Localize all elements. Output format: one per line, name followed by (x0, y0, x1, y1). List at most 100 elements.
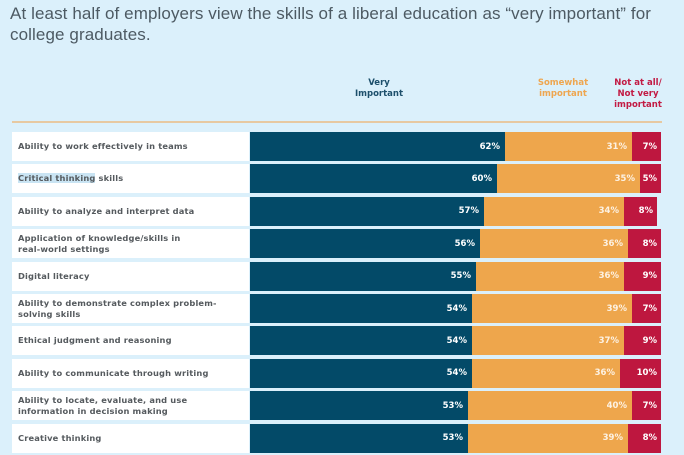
data-label: 54% (446, 368, 467, 379)
bar-row: Ability to communicate through writing 54… (12, 358, 662, 388)
category-label-line: Application of knowledge/skills in (18, 232, 181, 243)
bar-segment-some: 36% (476, 261, 624, 291)
bar-segment-not: 9% (624, 326, 661, 356)
bar-segment-some: 39% (468, 423, 628, 453)
data-label: 56% (454, 238, 475, 249)
bar-segment-very: 57% (250, 196, 484, 226)
data-label: 62% (479, 141, 500, 152)
category-label-cell: Ability to work effectively in teams (12, 132, 249, 161)
data-label: 39% (602, 433, 623, 444)
data-label: 36% (602, 238, 623, 249)
bar-row: Application of knowledge/skills in real-w… (12, 229, 662, 259)
bar-row: Ability to locate, evaluate, and use info… (12, 391, 662, 421)
data-label: 7% (642, 400, 657, 411)
bar-segment-not: 7% (632, 132, 661, 161)
category-label-cell: Critical thinking skills (12, 164, 249, 194)
bar-segment-very: 54% (250, 358, 472, 388)
legend-not-important: Not at all/ Not very important (606, 78, 670, 111)
bar-segment-some: 36% (480, 229, 628, 259)
data-label: 54% (446, 335, 467, 346)
bar-segment-very: 60% (250, 164, 497, 194)
bar-segment-some: 37% (472, 326, 624, 356)
bar-segment-some: 36% (472, 358, 620, 388)
data-label: 39% (606, 303, 627, 314)
bar-segment-some: 31% (505, 132, 632, 161)
bar-segment-not: 8% (628, 423, 661, 453)
bar-row: Digital literacy 55% 36% 9% (12, 261, 662, 291)
data-label: 36% (594, 368, 615, 379)
category-label-line: Creative thinking (18, 432, 102, 443)
data-label: 8% (642, 238, 657, 249)
category-label-line: Ability to locate, evaluate, and use (18, 394, 188, 405)
category-label-line: solving skills (18, 308, 81, 319)
category-label-line: Ability to communicate through writing (18, 367, 209, 378)
bar-segment-some: 39% (472, 294, 632, 323)
category-label: Ethical judgment and reasoning (12, 335, 172, 346)
bar-row: Ability to work effectively in teams 62% 3… (12, 132, 662, 161)
category-label-cell: Ethical judgment and reasoning (12, 326, 249, 356)
category-label-line: Digital literacy (18, 270, 90, 281)
data-label: 35% (614, 173, 635, 184)
data-label: 55% (450, 271, 471, 282)
category-label: Digital literacy (12, 271, 90, 282)
data-label: 9% (642, 271, 657, 282)
category-label-line: Ethical judgment and reasoning (18, 335, 172, 346)
category-label: Critical thinking skills (12, 173, 123, 184)
category-label: Ability to communicate through writing (12, 368, 209, 379)
bar-segment-very: 53% (250, 391, 468, 421)
data-label: 9% (642, 335, 657, 346)
category-label-cell: Ability to demonstrate complex problem-s… (12, 294, 249, 323)
header-divider (12, 121, 662, 123)
category-label-line: Critical thinking skills (18, 173, 124, 184)
data-label: 34% (598, 206, 619, 217)
category-label: Ability to work effectively in teams (12, 141, 188, 152)
bar-segment-not: 5% (640, 164, 661, 194)
bar-row: Ability to analyze and interpret data 57%… (12, 196, 662, 226)
data-label: 53% (442, 433, 463, 444)
bar-segment-not: 8% (628, 229, 661, 259)
bar-segment-some: 40% (468, 391, 632, 421)
category-label-line: real-world settings (18, 243, 110, 254)
bar-segment-very: 55% (250, 261, 476, 291)
data-label: 8% (638, 206, 653, 217)
category-label-line: Ability to work effectively in teams (18, 141, 188, 151)
category-label: Ability to demonstrate complex problem-s… (12, 298, 217, 320)
category-label: Ability to analyze and interpret data (12, 206, 194, 217)
data-label: 60% (471, 173, 492, 184)
legend-not-important-line: Not at all/ (614, 78, 662, 88)
legend-somewhat-important-line: Somewhat (537, 78, 589, 88)
data-label: 37% (598, 335, 619, 346)
category-label-line: Ability to demonstrate complex problem- (18, 297, 217, 308)
category-label: Application of knowledge/skills in real-w… (12, 233, 180, 255)
category-label-line: Ability to analyze and interpret data (18, 205, 195, 216)
category-label: Ability to locate, evaluate, and use info… (12, 395, 187, 417)
chart-title: At least half of employers view the skil… (10, 4, 652, 44)
bar-row: Critical thinking skills 60% 35% 5% (12, 164, 662, 194)
legend-somewhat-important-line: important (539, 89, 587, 99)
data-label: 54% (446, 303, 467, 314)
bar-segment-very: 54% (250, 326, 472, 356)
category-label: Creative thinking (12, 433, 102, 444)
category-label-cell: Ability to locate, evaluate, and use info… (12, 391, 249, 421)
bar-segment-not: 7% (632, 391, 661, 421)
text-selection-highlight: Critical thinking (18, 173, 96, 184)
legend-not-important-line: important (614, 100, 662, 110)
bar-segment-very: 54% (250, 294, 472, 323)
bar-segment-not: 9% (624, 261, 661, 291)
bar-segment-not: 7% (632, 294, 661, 323)
bar-segment-some: 34% (484, 196, 624, 226)
data-label: 8% (642, 433, 657, 444)
data-label: 57% (458, 206, 479, 217)
category-label-cell: Ability to communicate through writing (12, 358, 249, 388)
bar-segment-not: 8% (624, 196, 657, 226)
data-label: 40% (606, 400, 627, 411)
data-label: 10% (636, 368, 657, 379)
bar-segment-not: 10% (620, 358, 661, 388)
data-label: 36% (598, 271, 619, 282)
category-label-line: information in decision making (18, 405, 168, 416)
bar-segment-very: 53% (250, 423, 468, 453)
legend-very-important-line: Very (368, 78, 390, 88)
bar-row: Ethical judgment and reasoning 54% 37% 9% (12, 326, 662, 356)
category-label-cell: Application of knowledge/skills in real-w… (12, 229, 249, 259)
data-label: 5% (642, 173, 657, 184)
